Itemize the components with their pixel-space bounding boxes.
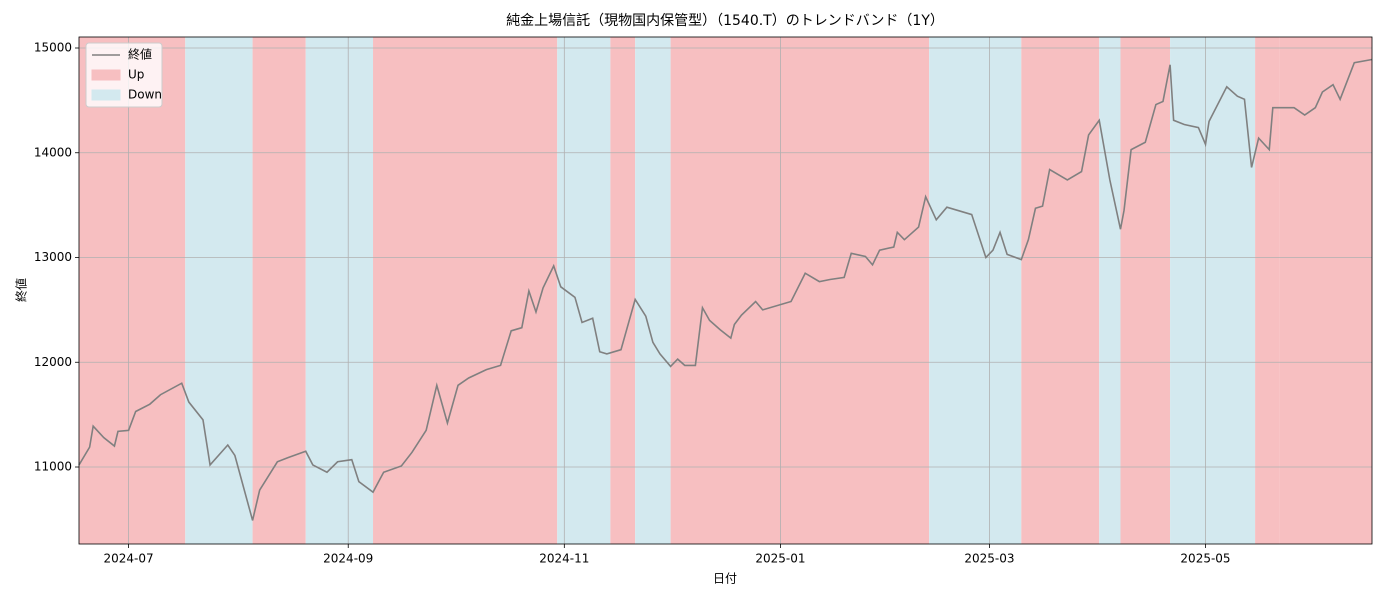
chart-title: 純金上場信託（現物国内保管型）（1540.T）のトレンドバンド（1Y） [506, 13, 944, 29]
trend-band [610, 37, 636, 544]
legend-label: 終値 [128, 47, 152, 62]
trend-band [1170, 37, 1256, 544]
y-tick-label: 15000 [34, 40, 72, 54]
trend-band [1120, 37, 1171, 544]
trend-band [1021, 37, 1100, 544]
trend-band [635, 37, 671, 544]
y-tick-label: 12000 [34, 355, 72, 369]
x-tick-label: 2024-07 [104, 552, 154, 566]
legend-swatch [91, 89, 121, 101]
trend-band [252, 37, 306, 544]
plot-frame [78, 36, 1373, 545]
trend-band [373, 37, 558, 544]
trend-band [929, 37, 1022, 544]
trend-band [1255, 37, 1280, 544]
legend-swatch [91, 69, 121, 81]
y-tick-label: 13000 [34, 250, 72, 264]
trend-band [1099, 37, 1121, 544]
x-tick-label: 2025-05 [1180, 552, 1230, 566]
y-tick-label: 14000 [34, 145, 72, 159]
x-tick-label: 2024-11 [539, 552, 589, 566]
x-tick-label: 2024-09 [323, 552, 373, 566]
x-tick-label: 2025-03 [964, 552, 1014, 566]
trend-band [670, 37, 930, 544]
x-axis-label: 日付 [713, 572, 737, 586]
trend-band [1279, 37, 1372, 544]
trend-band [305, 37, 374, 544]
legend-label: Down [128, 88, 162, 102]
price-line [78, 58, 1373, 521]
y-axis-label: 終値 [14, 278, 29, 302]
trend-band [185, 37, 253, 544]
trend-band [79, 37, 186, 544]
y-tick-label: 11000 [34, 460, 72, 474]
x-tick-label: 2025-01 [755, 552, 805, 566]
legend-label: Up [128, 68, 144, 82]
